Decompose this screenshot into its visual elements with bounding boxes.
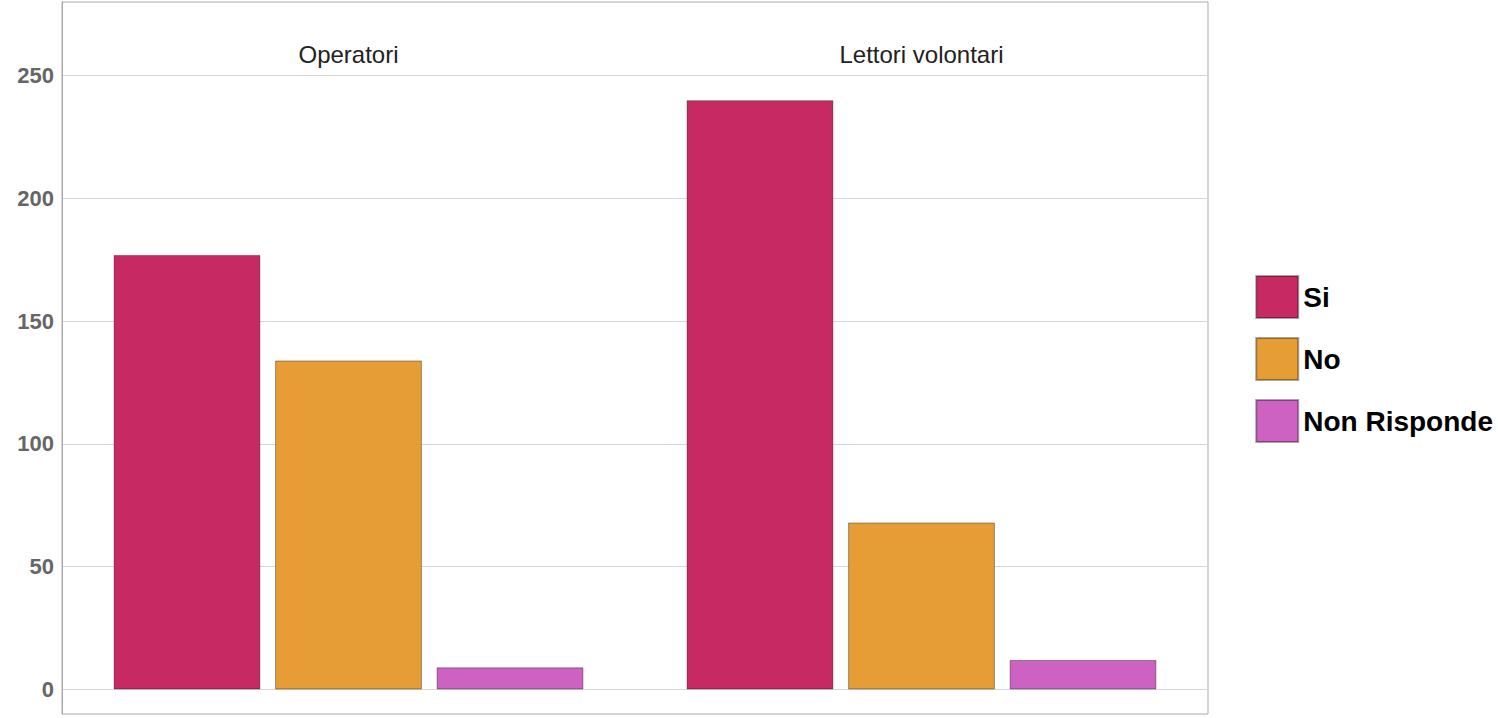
svg-text:200: 200 [17,186,54,211]
svg-text:Lettori volontari: Lettori volontari [839,41,1003,68]
svg-text:250: 250 [17,63,54,88]
svg-text:Operatori: Operatori [298,41,398,68]
svg-text:Si: Si [1303,282,1329,313]
svg-text:Non Risponde: Non Risponde [1303,406,1493,437]
svg-text:100: 100 [17,431,54,456]
svg-text:50: 50 [30,554,54,579]
svg-text:0: 0 [42,677,54,702]
svg-text:No: No [1303,344,1340,375]
svg-text:150: 150 [17,309,54,334]
